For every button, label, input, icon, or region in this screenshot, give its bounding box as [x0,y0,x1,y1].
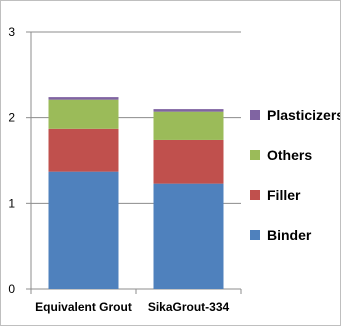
y-tick-label-1: 1 [8,196,15,210]
legend-label-others: Others [267,147,312,163]
y-tick-label-2: 2 [8,111,15,125]
category-labels: Equivalent Grout SikaGrout-334 [35,300,229,314]
x-tick-label-sikagrout-334: SikaGrout-334 [148,300,230,314]
legend-label-filler: Filler [267,187,301,203]
bar-others-equivalent-grout [48,99,119,129]
y-tick-label-0: 0 [8,282,15,296]
legend: Plasticizers Others Filler Binder [250,107,340,243]
legend-swatch-plasticizers [250,110,260,120]
y-tick-label-3: 3 [8,25,15,39]
y-tick-labels: 0 1 2 3 [8,25,15,296]
legend-swatch-others [250,150,260,160]
bar-others-sikagrout-334 [153,111,224,140]
bar-filler-sikagrout-334 [153,139,224,184]
bar-binder-sikagrout-334 [153,183,224,289]
bar-filler-equivalent-grout [48,128,119,172]
bar-plasticizers-equivalent-grout [48,97,119,100]
legend-swatch-binder [250,230,260,240]
bars [48,97,224,289]
legend-label-binder: Binder [267,227,312,243]
legend-label-plasticizers: Plasticizers [267,107,340,123]
bar-plasticizers-sikagrout-334 [153,109,224,112]
bar-binder-equivalent-grout [48,171,119,289]
x-tick-label-equivalent-grout: Equivalent Grout [35,300,132,314]
legend-swatch-filler [250,190,260,200]
